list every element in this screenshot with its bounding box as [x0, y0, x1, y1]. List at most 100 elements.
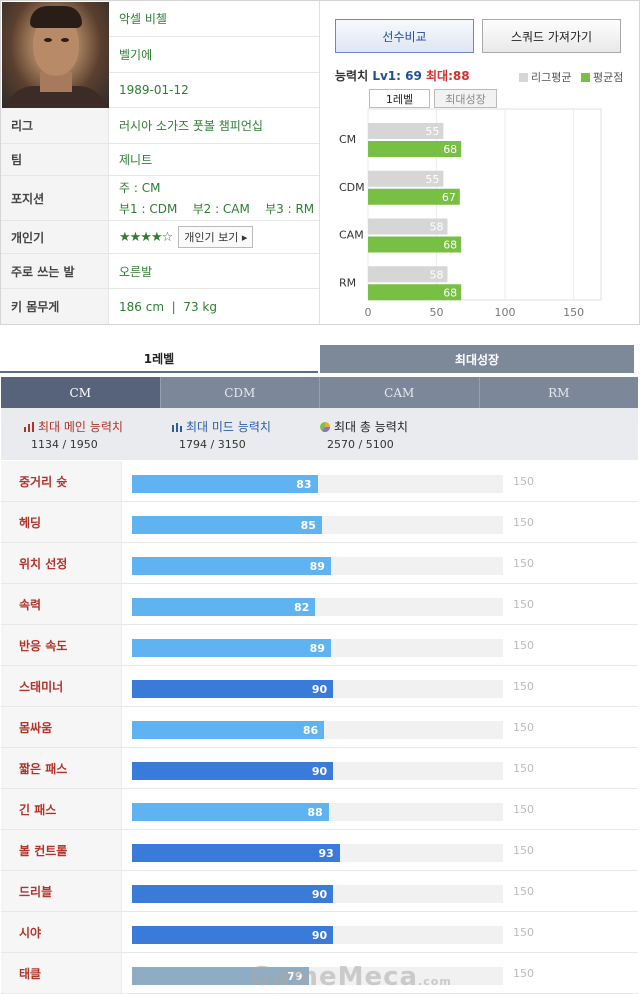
tab-max-growth-mini[interactable]: 최대성장: [434, 89, 497, 108]
tab-position-cdm[interactable]: CDM: [161, 377, 320, 408]
tab-level1[interactable]: 1레벨: [0, 345, 318, 373]
stat-max: 150: [513, 803, 534, 816]
info-row-skill: 개인기 ★★★★☆ 개인기 보기 ▸: [1, 221, 319, 254]
stat-max: 150: [513, 598, 534, 611]
stat-bar-fill: 89: [132, 557, 331, 575]
stat-label: 스태미너: [1, 666, 122, 706]
stat-bar-track: 90: [132, 926, 503, 944]
ability-lv1: Lv1: 69: [372, 69, 422, 83]
player-photo: [2, 2, 109, 109]
stat-row: 태클 79 150: [1, 953, 638, 994]
stat-bar-fill: 90: [132, 762, 334, 780]
stat-bar-track: 85: [132, 516, 503, 534]
stat-max: 150: [513, 680, 534, 693]
add-to-squad-button[interactable]: 스쿼드 가져가기: [482, 19, 621, 53]
summary-main-value: 1134 / 1950: [31, 438, 98, 451]
tab-position-rm[interactable]: RM: [548, 385, 570, 400]
stat-bar-track: 93: [132, 844, 503, 862]
stat-row: 볼 컨트롤 93 150: [1, 830, 638, 871]
stat-bar-track: 90: [132, 762, 503, 780]
tab-position-cm[interactable]: CM: [1, 377, 161, 408]
summary-main: 최대 메인 능력치 1134 / 1950: [23, 418, 123, 451]
chart-bar-avg: [368, 141, 462, 157]
stat-bar-track: 89: [132, 557, 503, 575]
position-sub: 부1 : CDM 부2 : CAM 부3 : RM: [119, 202, 315, 216]
bar-chart-red-icon: [24, 421, 34, 432]
stat-bar-track: 86: [132, 721, 503, 739]
stat-max: 150: [513, 885, 534, 898]
ability-label: 능력치: [335, 69, 369, 83]
team-label: 팀: [1, 144, 109, 175]
stat-bar-track: 90: [132, 680, 503, 698]
stat-bar-fill: 86: [132, 721, 325, 739]
gamemeca-watermark: GameMeca.com: [250, 962, 452, 992]
chart-bar-league: [368, 266, 448, 283]
stat-row: 스태미너 90 150: [1, 666, 638, 707]
chart-x-tick-label: 100: [495, 306, 516, 319]
stat-bar-fill: 93: [132, 844, 340, 862]
position-tabs: CM CDM CAM RM: [1, 377, 638, 408]
stat-row: 헤딩 85 150: [1, 502, 638, 543]
stat-row: 드리블 90 150: [1, 871, 638, 912]
team-value: 제니트: [119, 153, 153, 167]
stat-label: 중거리 슛: [1, 461, 122, 501]
chart-bar-avg: [368, 236, 462, 253]
compare-player-button[interactable]: 선수비교: [335, 19, 474, 53]
chart-category-label: CAM: [339, 229, 364, 242]
stat-max: 150: [513, 639, 534, 652]
stat-bar-fill: 90: [132, 680, 334, 698]
chart-value-label: 55: [425, 125, 439, 138]
tab-max-growth[interactable]: 최대성장: [320, 345, 634, 373]
stat-max: 150: [513, 721, 534, 734]
skill-label: 개인기: [1, 221, 109, 253]
chart-value-label: 68: [443, 143, 457, 156]
chart-category-label: RM: [339, 276, 356, 289]
stat-row: 위치 선정 89 150: [1, 543, 638, 584]
player-birthdate: 1989-01-12: [109, 73, 319, 108]
legend-avg-text: 평균점: [593, 71, 624, 84]
stat-bar-fill: 90: [132, 926, 334, 944]
chart-bar-league: [368, 123, 444, 139]
stat-label: 볼 컨트롤: [1, 830, 122, 870]
player-name: 악셀 비첼: [109, 1, 319, 37]
chart-bar-league: [368, 218, 448, 235]
info-row-foot: 주로 쓰는 발 오른발: [1, 254, 319, 289]
bar-chart-blue-icon: [172, 422, 182, 432]
summary-total: 최대 총 능력치 2570 / 5100: [319, 418, 408, 451]
stat-list: 중거리 슛 83 150 헤딩 85 150 위치 선정 89 150 속력 82 150 반응 속도 8…: [1, 461, 638, 994]
body-label: 키 몸무게: [1, 289, 109, 324]
stat-bar-fill: 85: [132, 516, 322, 534]
chart-value-label: 67: [442, 191, 456, 204]
info-row-body: 키 몸무게 186 cm | 73 kg: [1, 289, 319, 324]
chart-x-tick-label: 150: [563, 306, 584, 319]
league-value: 러시아 소가즈 풋볼 챔피언십: [119, 119, 263, 133]
summary-main-label: 최대 메인 능력치: [38, 420, 123, 434]
ability-summary: 최대 메인 능력치 1134 / 1950 최대 미드 능력치 1794 / 3…: [1, 408, 638, 460]
stat-row: 몸싸움 86 150: [1, 707, 638, 748]
stat-bar-fill: 89: [132, 639, 331, 657]
pie-chart-icon: [320, 421, 330, 432]
skill-view-button[interactable]: 개인기 보기 ▸: [178, 226, 254, 248]
tab-level1-mini[interactable]: 1레벨: [369, 89, 430, 108]
stat-bar-track: 89: [132, 639, 503, 657]
skill-stars: ★★★★☆: [119, 229, 173, 245]
stat-label: 헤딩: [1, 502, 122, 542]
stat-label: 시야: [1, 912, 122, 952]
chart-value-label: 68: [443, 239, 457, 252]
stat-label: 반응 속도: [1, 625, 122, 665]
position-main: 주 : CM: [119, 181, 161, 195]
foot-label: 주로 쓰는 발: [1, 254, 109, 288]
player-profile-panel: 악셀 비첼 벨기에 1989-01-12 리그 러시아 소가즈 풋볼 챔피언십 …: [0, 0, 640, 325]
tab-position-cam[interactable]: CAM: [320, 377, 480, 408]
chart-value-label: 58: [429, 268, 443, 281]
chart-value-label: 55: [425, 173, 439, 186]
stat-row: 시야 90 150: [1, 912, 638, 953]
stat-bar-fill: 88: [132, 803, 329, 821]
position-label: 포지션: [1, 176, 109, 220]
chart-x-tick-label: 0: [365, 306, 372, 319]
stat-bar-track: 83: [132, 475, 503, 493]
info-row-team: 팀 제니트: [1, 144, 319, 176]
stat-bar-fill: 79: [132, 967, 309, 985]
legend-avg: 평균점: [581, 69, 623, 85]
